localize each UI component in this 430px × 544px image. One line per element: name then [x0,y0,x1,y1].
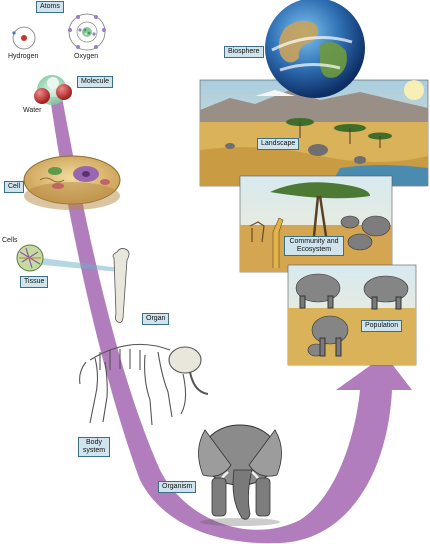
cell-icon [23,155,121,210]
hydrogen-atom-icon [12,26,36,50]
landscape-label: Landscape [257,138,300,150]
tissue-icon [16,244,120,272]
body-system-line-1: Body [86,439,102,446]
cell-label: Cell [4,181,25,193]
organ-bone-icon [112,248,130,323]
tissue-label: Tissue [20,276,49,288]
community-ecosystem-label: Community and Ecosystem [284,236,344,256]
hydrogen-label: Hydrogen [8,53,39,60]
biosphere-label: Biosphere [224,46,264,58]
population-panel [287,264,417,366]
body-system-label: Body system [78,437,110,457]
oxygen-label: Oxygen [74,53,99,60]
organ-label: Organ [142,313,170,325]
skeleton-body-system-icon [79,343,209,426]
organism-label: Organism [158,481,197,493]
population-label: Population [361,320,403,332]
progression-arrow [50,97,412,544]
cells-label: Cells [2,237,18,244]
landscape-panel [199,79,429,187]
community-line-1: Community and [289,238,339,245]
water-label: Water [23,107,42,114]
earth-biosphere-icon [265,0,365,98]
community-line-2: Ecosystem [296,246,332,253]
water-molecule-icon [34,75,72,105]
community-ecosystem-panel [239,175,393,273]
oxygen-atom-icon [68,13,106,51]
atoms-label: Atoms [36,1,64,13]
body-system-line-2: system [82,447,106,454]
elephant-organism-icon [198,424,282,526]
molecule-label: Molecule [77,76,114,88]
